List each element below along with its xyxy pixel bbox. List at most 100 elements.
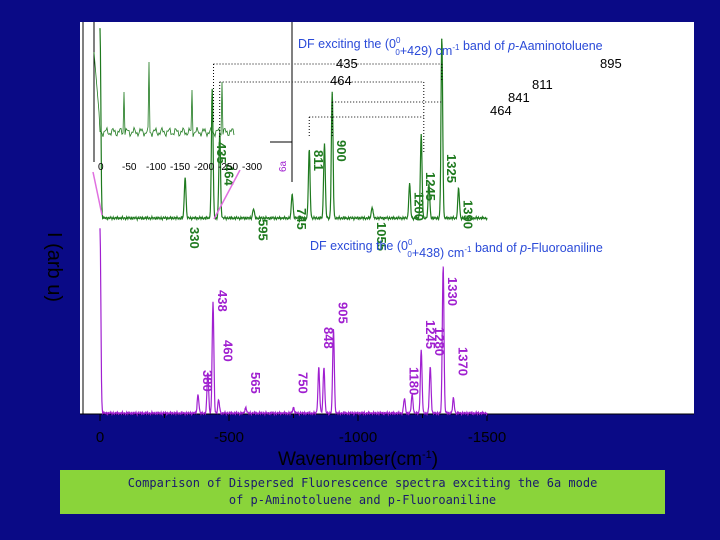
- title-part: 0: [407, 250, 412, 259]
- axes: 0 -500 -1000 -1500: [80, 22, 694, 446]
- x-axis-label-text: Wavenumber(cm: [278, 449, 422, 470]
- peak-marker: [308, 151, 310, 153]
- peak-label: 438: [215, 290, 230, 312]
- top-title: DF exciting the (00 0+429) cm-1 band of p…: [298, 36, 603, 58]
- peak-marker: [332, 329, 335, 331]
- peak-label: 1245: [423, 172, 438, 201]
- inset-tick-label: -150: [170, 162, 190, 173]
- x-axis-label-end: ): [432, 449, 438, 470]
- peak-marker: [99, 29, 101, 31]
- peak-label: 1055: [374, 222, 389, 251]
- peak-label: 460: [221, 340, 236, 362]
- peak-label: 848: [321, 327, 336, 349]
- x-axis-label-sup: -1: [422, 449, 432, 461]
- peak-marker: [99, 229, 101, 231]
- peak-label: 905: [335, 302, 350, 324]
- inset-tick-label: 0: [98, 162, 104, 173]
- peak-label: 1390: [461, 200, 476, 229]
- peak-label: 464: [222, 164, 237, 186]
- x-tick-label: -1500: [468, 429, 506, 446]
- caption-box: Comparison of Dispersed Fluorescence spe…: [60, 470, 665, 514]
- caption-line-1: Comparison of Dispersed Fluorescence spe…: [127, 476, 598, 490]
- bracket-label: 895: [600, 56, 622, 71]
- bracket-label: 811: [532, 77, 553, 92]
- title-part: p: [519, 241, 527, 255]
- bracket-label: 464: [330, 73, 352, 88]
- x-tick-label: 0: [96, 429, 104, 446]
- bracket-label: 435: [336, 56, 358, 71]
- traces: [99, 28, 488, 417]
- peak-marker: [318, 368, 320, 370]
- peak-label: 1280: [432, 327, 447, 356]
- caption-line-2: of p-Aminotoluene and p-Fluoroaniline: [228, 493, 497, 507]
- peak-label: 1245: [423, 320, 438, 349]
- peak-label: 380: [200, 370, 215, 392]
- peak-label: 565: [248, 372, 263, 394]
- peak-marker: [428, 185, 430, 187]
- title-part: +429) cm: [400, 44, 452, 58]
- title-part: -Fluoroaniline: [527, 241, 603, 255]
- title-part: +438) cm: [412, 246, 464, 260]
- x-axis-label: Wavenumber(cm-1): [278, 449, 438, 470]
- series-1-line: [99, 28, 488, 222]
- peak-marker: [409, 185, 411, 187]
- peak-marker: [212, 303, 214, 305]
- inset: 0 -50 -100 -150 -200 -250 -300 6a: [92, 22, 293, 220]
- peak-marker: [452, 399, 455, 401]
- peak-marker: [429, 368, 431, 370]
- peak-marker: [207, 373, 209, 375]
- peak-label: 811: [311, 150, 326, 171]
- inset-tick-label: -100: [146, 162, 166, 173]
- peak-marker: [420, 135, 422, 137]
- peak-label: 1180: [406, 367, 421, 395]
- y-axis-label: I (arb u): [43, 232, 65, 302]
- peak-marker: [184, 177, 186, 179]
- peak-marker: [197, 395, 199, 398]
- x-tick-label: -500: [214, 429, 244, 446]
- title-part: -1: [452, 43, 460, 52]
- peak-marker: [411, 395, 413, 398]
- peak-marker: [211, 90, 213, 92]
- peak-label: 900: [334, 140, 349, 162]
- inset-arrow-label: 6a: [278, 160, 289, 172]
- peak-marker: [323, 368, 325, 370]
- bottom-title: DF exciting the (00 0+438) cm-1 band of p…: [310, 238, 603, 260]
- peak-marker: [218, 401, 220, 403]
- inset-tick-label: -200: [194, 162, 214, 173]
- peak-label: 1370: [455, 347, 470, 376]
- title-part: 0: [395, 48, 400, 57]
- peak-label: 330: [187, 227, 202, 249]
- peak-marker: [441, 38, 443, 41]
- peak-marker: [458, 189, 460, 191]
- title-part: 0: [396, 36, 401, 45]
- title-part: -Aaminotoluene: [515, 39, 603, 53]
- bracket-label: 841: [508, 90, 530, 105]
- peak-marker: [331, 94, 333, 96]
- title-part: DF exciting the (0: [298, 37, 396, 51]
- peak-label: 745: [294, 208, 309, 230]
- peak-marker: [291, 194, 293, 196]
- inset-tick-label: -300: [242, 162, 262, 173]
- spectrum-plot: 0 -500 -1000 -1500 330 435 464 595 745 811 900 105…: [43, 22, 694, 470]
- title-part: -1: [464, 245, 472, 254]
- inset-arrow-right: [213, 169, 241, 220]
- x-tick-label: -1000: [339, 429, 377, 446]
- title-part: band of: [471, 241, 520, 255]
- peak-label: 1200: [412, 192, 427, 221]
- inset-arrow-left: [92, 171, 103, 216]
- series-2-line: [99, 228, 488, 417]
- peak-marker: [323, 143, 326, 145]
- inset-tick-label: -250: [218, 162, 238, 173]
- peak-marker: [403, 399, 406, 401]
- title-part: 0: [408, 238, 413, 247]
- peak-marker: [442, 266, 444, 268]
- peak-label: 595: [256, 219, 271, 241]
- peak-marker: [371, 208, 373, 210]
- peak-label: 1330: [445, 277, 460, 306]
- peak-marker: [420, 351, 422, 353]
- peak-label: 1325: [444, 154, 459, 183]
- inset-tick-label: -50: [122, 162, 137, 173]
